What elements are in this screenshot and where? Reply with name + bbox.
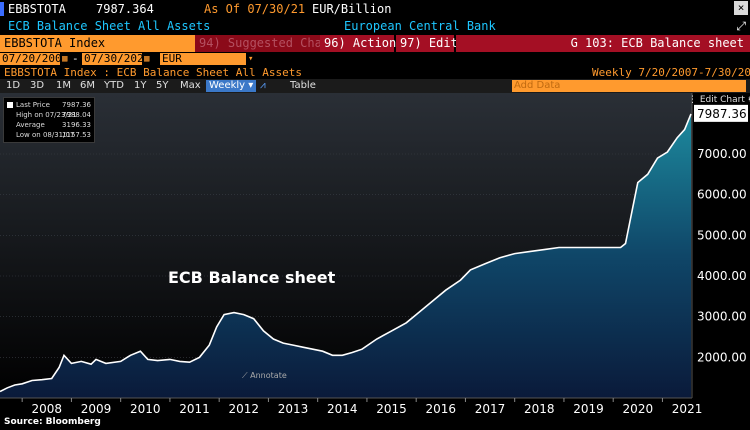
x-tick-label: 2017 xyxy=(475,402,506,416)
x-tick-label: 2010 xyxy=(130,402,161,416)
legend-last-price: Last Price 7987.36 xyxy=(7,100,91,110)
x-tick-label: 2013 xyxy=(278,402,309,416)
legend-average: Average 3196.33 xyxy=(16,121,91,129)
x-tick-label: 2021 xyxy=(672,402,703,416)
x-tick-label: 2018 xyxy=(524,402,555,416)
series-swatch-icon xyxy=(7,102,13,108)
index-field[interactable]: EBBSTOTA Index xyxy=(0,35,195,52)
as-of-date: As Of 07/30/21 xyxy=(204,2,306,16)
line-chart-icon[interactable]: ⩘ xyxy=(260,80,266,91)
y-tick-label: 7000.00 xyxy=(697,147,747,161)
edit-chart-button[interactable]: ⋮ Edit Chart ⚙ xyxy=(688,95,750,105)
series-line xyxy=(0,113,692,393)
currency-select[interactable]: EUR xyxy=(160,53,246,65)
actions-menu[interactable]: 96) Actions ▾ xyxy=(320,35,418,52)
units-label: EUR/Billion xyxy=(312,2,392,16)
y-axis-ticks: 2000.00 3000.00 4000.00 5000.00 6000.00 7000.… xyxy=(697,147,747,364)
y-tick-label: 6000.00 xyxy=(697,188,747,202)
security-description: ECB Balance Sheet All Assets xyxy=(8,19,211,33)
chart-legend[interactable]: Last Price 7987.36 High on 07/23/21 7988… xyxy=(3,97,95,143)
legend-high: High on 07/23/21 7988.04 xyxy=(16,111,91,119)
last-price: 7987.364 xyxy=(96,2,154,16)
close-icon[interactable]: × xyxy=(734,1,748,15)
edit-menu[interactable]: 97) Edit ▾ xyxy=(396,35,472,52)
date-separator: - xyxy=(72,52,79,65)
description-bar: ECB Balance Sheet All Assets European Ce… xyxy=(0,18,750,35)
legend-low: Low on 08/31/07 1157.53 xyxy=(16,131,91,139)
chart-period: Weekly 7/20/2007-7/30/2021 xyxy=(592,66,750,79)
range-max[interactable]: Max xyxy=(180,80,201,91)
range-1y[interactable]: 1Y xyxy=(134,80,147,91)
date-range-bar: 07/20/2007 ▦ - 07/30/2021 ▦ EUR ▾ xyxy=(0,52,750,66)
x-tick-label: 2020 xyxy=(623,402,654,416)
chevron-down-icon[interactable]: ▾ xyxy=(248,54,254,64)
last-value-label: 7987.36 xyxy=(697,107,747,121)
x-tick-label: 2012 xyxy=(229,402,260,416)
end-date-input[interactable]: 07/30/2021 xyxy=(82,52,151,65)
annotate-button[interactable]: ⟋ Annotate xyxy=(242,371,287,380)
last-value-badge xyxy=(694,104,748,122)
chart-subtitle: EBBSTOTA Index : ECB Balance Sheet All A… xyxy=(4,66,303,79)
frequency-select[interactable]: Weekly ▾ xyxy=(206,80,257,92)
y-tick-label: 5000.00 xyxy=(697,228,747,242)
source-note: Source: Bloomberg xyxy=(4,417,101,427)
start-date-input[interactable]: 07/20/2007 xyxy=(0,52,69,65)
x-tick-label: 2014 xyxy=(327,402,358,416)
issuer-name: European Central Bank xyxy=(344,19,496,33)
add-data-input[interactable]: Add Data xyxy=(512,80,746,92)
last-value-box: 7987.36 xyxy=(694,104,748,122)
x-axis-ticks: 2008 2009 2010 2011 2012 2013 2014 2015 2016 2017… xyxy=(21,398,703,416)
x-tick-label: 2008 xyxy=(32,402,63,416)
x-tick-label: 2019 xyxy=(573,402,604,416)
table-button[interactable]: Table xyxy=(290,80,316,91)
range-6m[interactable]: 6M xyxy=(80,80,95,91)
range-1m[interactable]: 1M xyxy=(56,80,71,91)
y-tick-label: 2000.00 xyxy=(697,350,747,364)
end-calendar-icon[interactable]: ▦ xyxy=(144,54,150,64)
graph-title: G 103: ECB Balance sheet xyxy=(456,35,750,52)
expand-icon[interactable]: ⤢ xyxy=(736,19,746,33)
range-1d[interactable]: 1D xyxy=(6,80,21,91)
chart-toolbar: 1D 3D 1M 6M YTD 1Y 5Y Max Weekly ▾ ⩘ Tab… xyxy=(0,79,750,93)
chart-subtitle-bar: EBBSTOTA Index : ECB Balance Sheet All A… xyxy=(0,66,750,79)
ticker-header: EBBSTOTA 7987.364 As Of 07/30/21 EUR/Bil… xyxy=(0,0,750,18)
range-ytd[interactable]: YTD xyxy=(104,80,124,91)
chart-annotation-title: ECB Balance sheet xyxy=(168,268,336,287)
x-tick-label: 2009 xyxy=(81,402,112,416)
range-5y[interactable]: 5Y xyxy=(156,80,169,91)
ticker-symbol: EBBSTOTA xyxy=(8,2,66,16)
range-3d[interactable]: 3D xyxy=(30,80,45,91)
x-tick-label: 2011 xyxy=(179,402,210,416)
y-tick-label: 3000.00 xyxy=(697,310,747,324)
suggested-charts-button[interactable]: 94) Suggested Charts xyxy=(195,35,344,52)
selection-marker xyxy=(0,2,4,16)
start-calendar-icon[interactable]: ▦ xyxy=(62,54,68,64)
x-tick-label: 2016 xyxy=(426,402,457,416)
y-tick-label: 4000.00 xyxy=(697,269,747,283)
series-area xyxy=(0,113,691,399)
x-tick-label: 2015 xyxy=(376,402,407,416)
function-bar: EBBSTOTA Index 94) Suggested Charts 96) … xyxy=(0,35,750,52)
